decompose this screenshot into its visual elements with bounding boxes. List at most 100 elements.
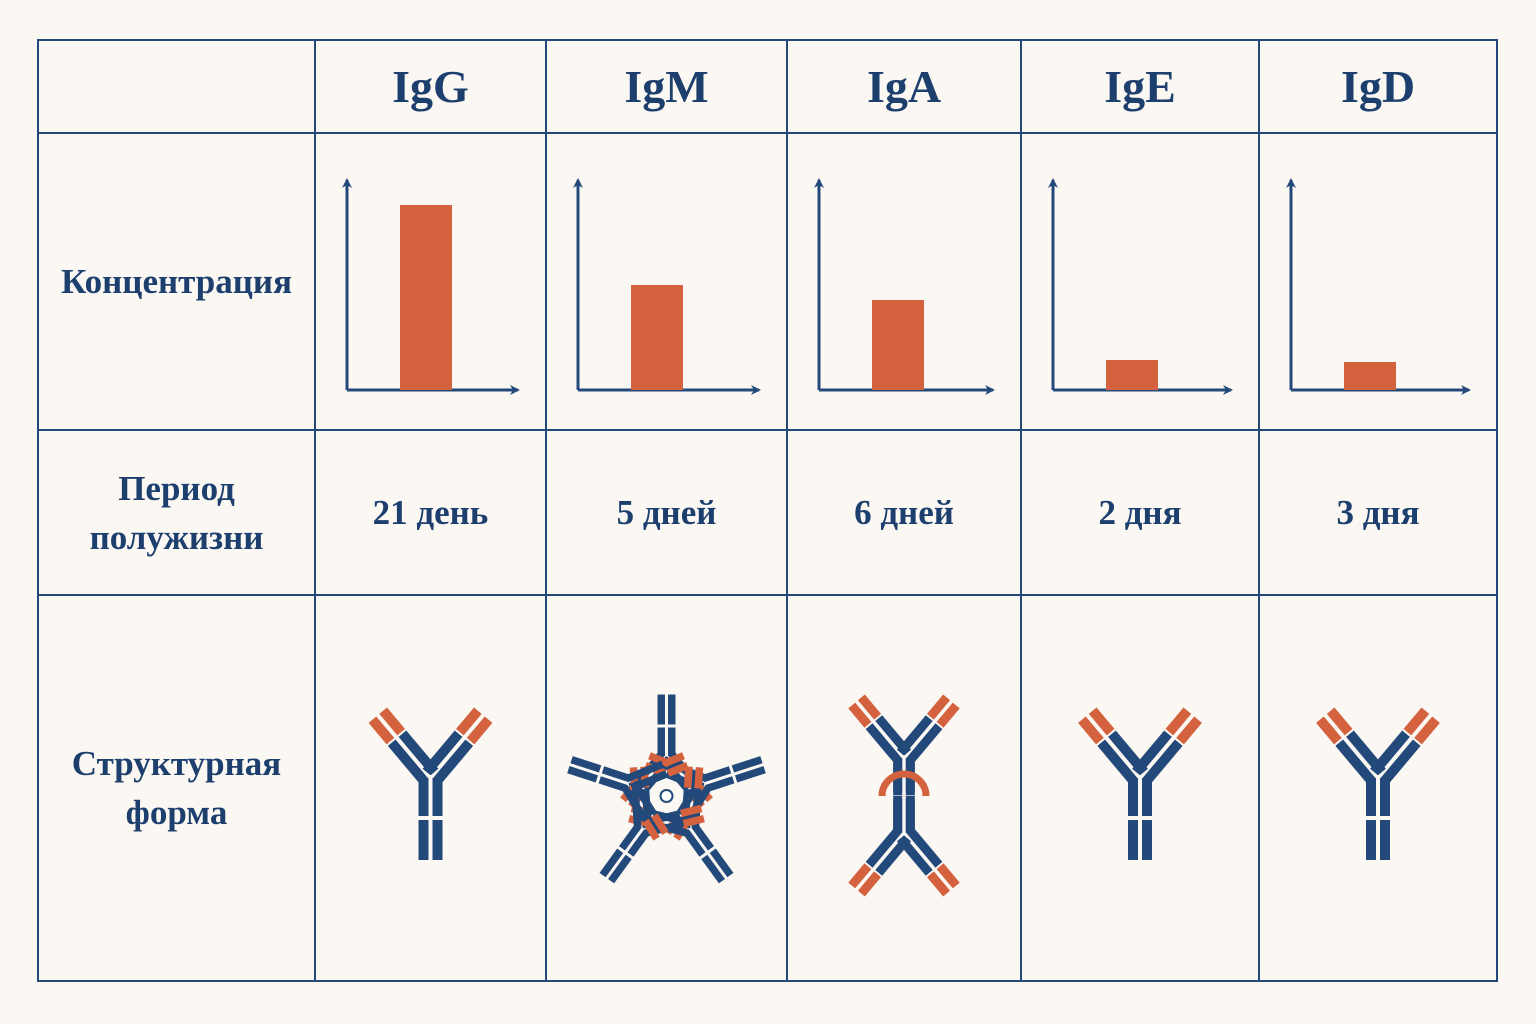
structure	[567, 694, 766, 884]
heavy-chain	[598, 776, 628, 793]
antibody	[1316, 707, 1440, 860]
arm-segment	[665, 770, 703, 792]
heavy-chain	[905, 798, 915, 833]
half-life-text: 2 дня	[1098, 492, 1182, 532]
arm	[422, 707, 493, 785]
heavy-chain	[570, 756, 602, 773]
column-header-text: IgE	[1104, 61, 1176, 112]
arm-segment	[896, 715, 933, 756]
tip	[662, 752, 685, 768]
column-header: IgA	[787, 40, 1021, 133]
heavy-chain	[1380, 820, 1390, 860]
arm	[848, 827, 912, 897]
antibody	[848, 694, 960, 832]
heavy-chain	[705, 776, 735, 793]
heavy-chain	[893, 798, 903, 833]
structure	[1078, 707, 1202, 860]
arm	[368, 707, 439, 785]
structure	[848, 694, 960, 897]
heavy-chain	[1128, 778, 1138, 816]
concentration-bar	[631, 285, 683, 390]
heavy-chain	[418, 778, 429, 816]
concentration-bar	[1344, 362, 1396, 390]
arm-segment	[1132, 730, 1172, 776]
arm-segment	[1142, 739, 1183, 785]
antibody	[368, 707, 493, 860]
half-life: 2 дня	[1021, 430, 1259, 595]
antibody	[1078, 707, 1202, 860]
heavy-chain	[682, 829, 706, 857]
tip	[936, 863, 960, 889]
heavy-chain	[709, 848, 734, 878]
arm-segment	[642, 810, 681, 827]
tip	[848, 702, 872, 728]
arm	[1370, 707, 1440, 785]
arm-segment	[630, 780, 657, 816]
heavy-chain	[1142, 778, 1152, 816]
row-label: Структурная форма	[38, 595, 315, 981]
row-label-text: Концентрация	[60, 262, 293, 301]
column-header: IgG	[315, 40, 546, 133]
heavy-chain	[731, 756, 763, 773]
column-header-text: IgD	[1340, 61, 1416, 112]
tip	[651, 813, 669, 835]
tip	[1165, 707, 1192, 736]
tip	[682, 814, 705, 828]
row-label: Период полужизни	[38, 430, 315, 595]
j-chain	[878, 770, 930, 797]
tip	[1414, 716, 1440, 745]
arm	[621, 780, 669, 841]
heavy-chain	[734, 766, 766, 783]
concentration-bar	[400, 205, 452, 390]
tip	[368, 716, 395, 745]
arm-segment	[906, 827, 943, 868]
antibody	[567, 752, 689, 841]
column-header: IgM	[546, 40, 787, 133]
row-label: Концентрация	[38, 133, 315, 430]
tip	[857, 871, 882, 897]
tip	[680, 804, 703, 818]
tip	[857, 694, 882, 720]
heavy-chain	[418, 820, 429, 860]
tip	[1078, 716, 1104, 745]
half-life-text: 6 дней	[854, 492, 954, 532]
row-label-text: Период полужизни	[89, 468, 264, 557]
heavy-chain	[668, 694, 676, 725]
arm-segment	[621, 785, 648, 822]
half-life-text: 3 дня	[1336, 492, 1420, 532]
tip	[1403, 707, 1430, 736]
antibody	[848, 759, 960, 897]
heavy-chain	[432, 820, 443, 860]
tip	[1088, 707, 1115, 736]
half-life: 6 дней	[787, 430, 1021, 595]
arm-segment	[1335, 739, 1376, 785]
arm-segment	[865, 723, 902, 764]
arm-segment	[875, 835, 912, 876]
half-life: 21 день	[315, 430, 546, 595]
heavy-chain	[691, 823, 715, 851]
heavy-chain	[1366, 820, 1376, 860]
heavy-chain	[567, 766, 599, 783]
heavy-chain	[627, 829, 651, 857]
arm-segment	[1370, 730, 1410, 776]
tip	[379, 707, 405, 736]
half-life-text: 5 дней	[616, 492, 717, 532]
tip	[1316, 716, 1342, 745]
tip	[936, 702, 960, 728]
table-border	[37, 39, 1498, 982]
heavy-chain	[599, 848, 624, 878]
arm-segment	[387, 739, 428, 785]
tip	[1326, 707, 1353, 736]
arm-segment	[626, 760, 665, 782]
arm-segment	[1380, 739, 1421, 785]
arm-segment	[1097, 739, 1138, 785]
arm-segment	[433, 739, 474, 785]
structure	[368, 707, 493, 860]
column-header-text: IgG	[392, 61, 469, 112]
heavy-chain	[657, 727, 665, 756]
heavy-chain	[668, 727, 676, 756]
tip	[926, 871, 951, 897]
tip	[1176, 716, 1202, 745]
arm	[896, 694, 960, 764]
